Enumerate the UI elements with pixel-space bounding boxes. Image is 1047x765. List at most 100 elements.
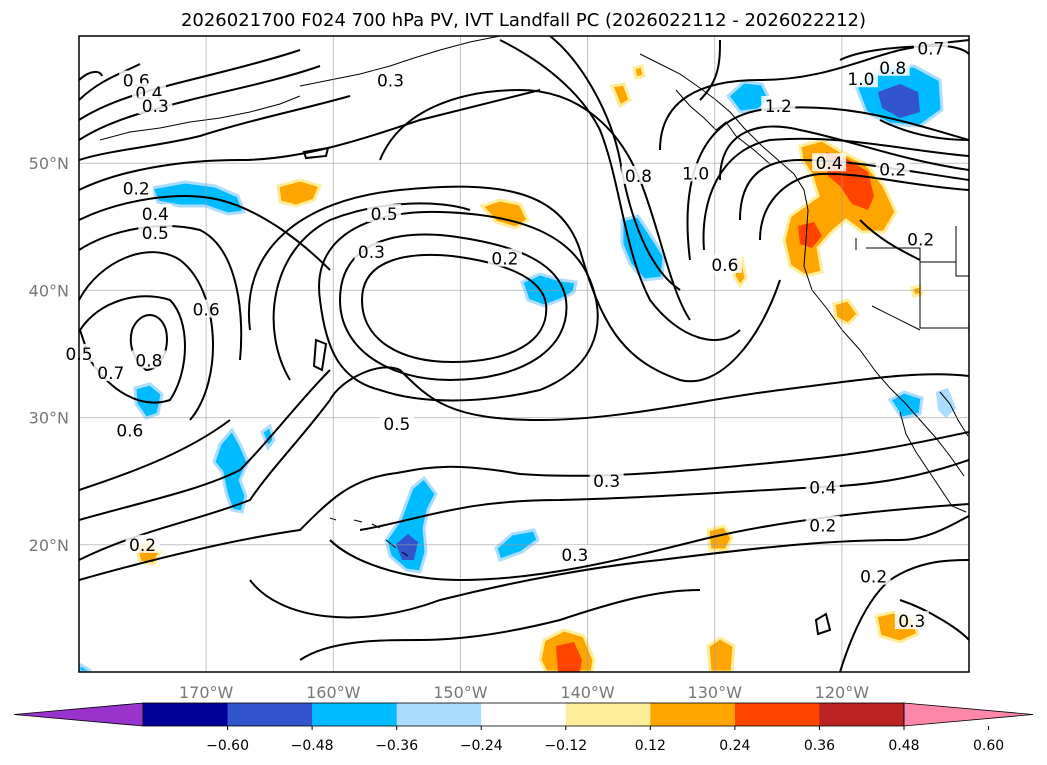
contour-label-background bbox=[875, 159, 910, 178]
colorbar-tick-label: −0.12 bbox=[544, 738, 587, 754]
negative-anomaly-region bbox=[620, 214, 666, 282]
contour-label-background bbox=[621, 165, 656, 184]
contour-line bbox=[719, 125, 969, 181]
contour-line bbox=[499, 39, 741, 341]
contour-label-background bbox=[189, 299, 224, 318]
contour-line bbox=[759, 172, 969, 241]
contour-line bbox=[79, 63, 141, 101]
contour-label-background bbox=[354, 242, 389, 261]
pv-contours bbox=[79, 36, 969, 672]
contour-label: 0.4 bbox=[816, 154, 843, 174]
contour-line bbox=[899, 599, 969, 641]
negative-anomaly-region bbox=[149, 180, 247, 216]
contour-line bbox=[312, 338, 328, 372]
contour-label: 0.2 bbox=[491, 250, 518, 270]
colorbar-tick-label: 0.60 bbox=[973, 738, 1004, 754]
contour-line bbox=[359, 459, 969, 531]
contour-label-background bbox=[379, 413, 414, 432]
colorbar-segment bbox=[734, 703, 820, 726]
contour-label: 0.2 bbox=[123, 180, 150, 200]
contour-label: 0.2 bbox=[879, 161, 906, 181]
colorbar-segment bbox=[396, 703, 482, 726]
contour-label: 0.3 bbox=[593, 472, 620, 492]
contour-line bbox=[79, 251, 214, 421]
weak-negative-anomaly-region bbox=[936, 388, 956, 418]
contour-line bbox=[329, 503, 969, 582]
contour-label: 0.2 bbox=[860, 568, 887, 588]
strong-positive-anomaly-region bbox=[556, 642, 582, 672]
contour-label: 0.8 bbox=[625, 167, 652, 187]
longitude-label: 130°W bbox=[688, 683, 743, 702]
strong-negative-anomaly-region bbox=[878, 84, 920, 118]
british-columbia-coastline bbox=[675, 89, 771, 165]
contour-label-background bbox=[678, 163, 713, 182]
negative-anomaly-region bbox=[79, 662, 92, 672]
negative-anomaly-region bbox=[133, 382, 164, 420]
contour-line bbox=[360, 253, 548, 364]
contour-label-background bbox=[903, 229, 938, 248]
contour-label: 0.7 bbox=[97, 364, 124, 384]
contour-label: 0.2 bbox=[809, 517, 836, 537]
positive-anomaly-region bbox=[706, 636, 736, 672]
contour-label: 0.5 bbox=[371, 205, 398, 225]
colorbar-extend-high bbox=[903, 702, 1034, 727]
contour-label: 0.3 bbox=[898, 612, 925, 632]
colorbar-tick-label: 0.48 bbox=[888, 738, 919, 754]
colorbar-tick-label: −0.36 bbox=[375, 738, 418, 754]
colorbar-segment bbox=[143, 703, 229, 726]
contour-label: 0.2 bbox=[129, 536, 156, 556]
contour-line bbox=[814, 612, 832, 636]
contour-label-background bbox=[557, 544, 592, 563]
positive-anomaly-region bbox=[632, 64, 646, 80]
contour-line bbox=[79, 431, 969, 581]
alaska-panhandle-coastline bbox=[639, 53, 809, 211]
contour-line bbox=[79, 369, 331, 521]
longitude-label: 170°W bbox=[179, 683, 234, 702]
contour-label: 1.0 bbox=[682, 164, 709, 184]
colorbar bbox=[13, 702, 1034, 727]
contour-label-background bbox=[894, 611, 929, 630]
contour-label-background bbox=[138, 95, 173, 114]
mainland-mexico-coastline bbox=[939, 391, 969, 437]
contour-line bbox=[859, 219, 921, 261]
contour-line bbox=[699, 39, 721, 101]
colorbar-tick-label: 0.36 bbox=[804, 738, 835, 754]
contour-label-background bbox=[138, 204, 173, 223]
us-state-borders bbox=[855, 226, 969, 331]
contour-label: 0.4 bbox=[142, 205, 169, 225]
contour-label: 0.3 bbox=[358, 243, 385, 263]
latitude-labels: 50°N 40°N 30°N 20°N bbox=[29, 154, 69, 555]
contour-label-background bbox=[93, 363, 128, 382]
contour-label: 0.8 bbox=[879, 59, 906, 79]
contour-line bbox=[702, 137, 969, 251]
aleutian-coastline bbox=[99, 95, 301, 141]
contour-label: 0.3 bbox=[561, 546, 588, 566]
contour-label-background bbox=[707, 254, 742, 273]
colorbar-frame bbox=[142, 702, 905, 727]
contour-label: 1.2 bbox=[765, 97, 792, 117]
longitude-labels: 170°W 160°W 150°W 140°W 130°W 120°W bbox=[179, 683, 869, 702]
colorbar-segment bbox=[312, 703, 398, 726]
contour-line bbox=[79, 65, 321, 141]
alaska-coastline bbox=[299, 36, 501, 87]
contour-line bbox=[338, 233, 568, 382]
colorbar-tick-label: −0.48 bbox=[291, 738, 334, 754]
latitude-label: 30°N bbox=[29, 409, 69, 428]
contour-label: 0.2 bbox=[907, 231, 934, 251]
colorbar-segment bbox=[227, 703, 313, 726]
contour-label-background bbox=[131, 350, 166, 369]
contour-label-background bbox=[805, 515, 840, 534]
negative-anomaly-region bbox=[212, 427, 250, 514]
contour-label-background bbox=[875, 57, 910, 76]
strong-negative-anomaly-region bbox=[396, 534, 418, 560]
positive-anomaly-region bbox=[706, 524, 734, 552]
latitude-label: 50°N bbox=[29, 154, 69, 173]
colorbar-segment bbox=[819, 703, 905, 726]
contour-line bbox=[247, 185, 781, 383]
longitude-label: 140°W bbox=[560, 683, 615, 702]
contour-label: 0.3 bbox=[142, 97, 169, 117]
longitude-label: 160°W bbox=[306, 683, 361, 702]
contour-label: 0.6 bbox=[193, 300, 220, 320]
contour-label: 0.3 bbox=[377, 72, 404, 92]
contour-label-background bbox=[119, 178, 154, 197]
